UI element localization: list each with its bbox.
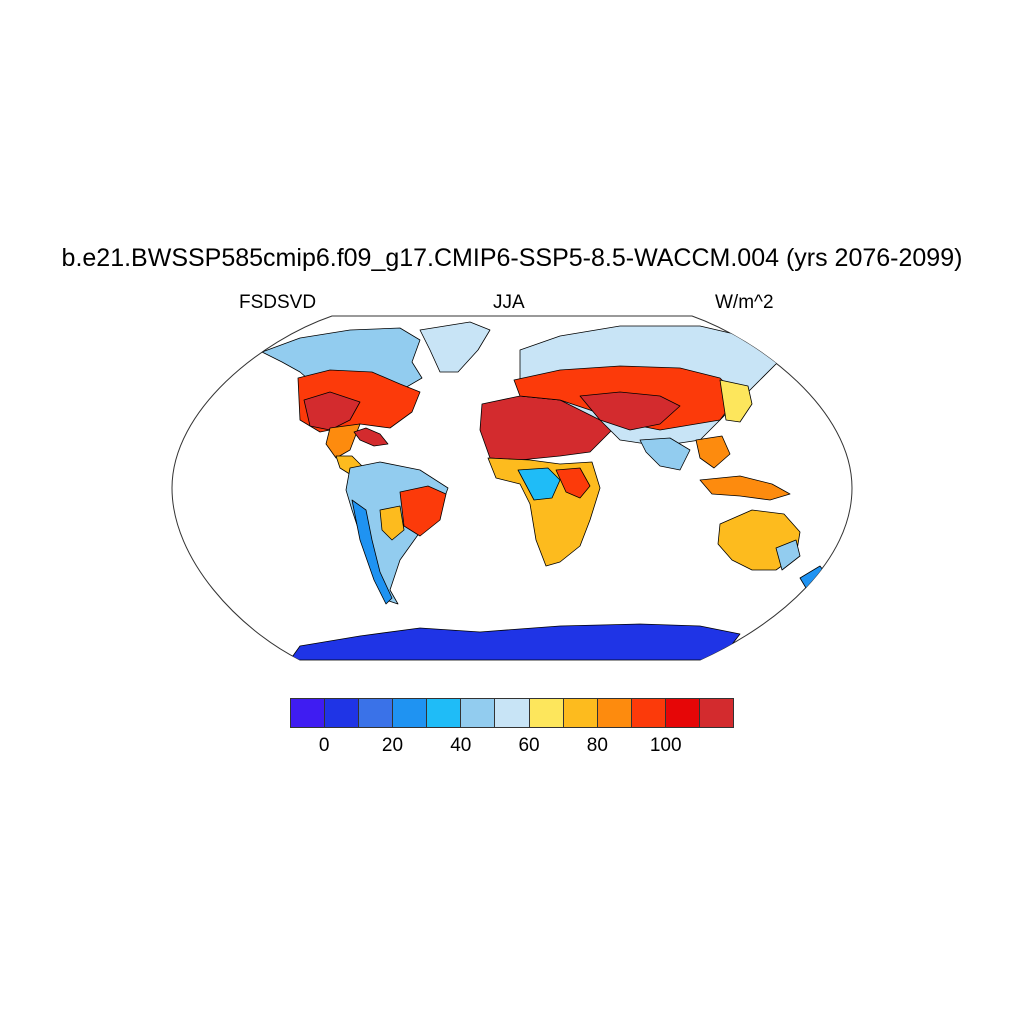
variable-label: FSDSVD [239, 292, 317, 313]
colorbar-swatch [325, 699, 360, 727]
colorbar-swatch [495, 699, 530, 727]
colorbar-tick-label: 20 [381, 735, 404, 756]
colorbar-swatch [631, 699, 666, 727]
greenland [419, 321, 491, 373]
colorbar-swatch [291, 699, 326, 727]
eurasia [513, 325, 781, 471]
colorbar-swatch [393, 699, 428, 727]
colorbar [290, 698, 734, 728]
colorbar-tick-label: 80 [586, 735, 608, 756]
colorbar-tick-label: 100 [649, 735, 682, 756]
north-america [261, 327, 423, 479]
colorbar-swatch [597, 699, 632, 727]
colorbar-swatch [529, 699, 564, 727]
colorbar-swatch [699, 699, 734, 727]
colorbar-tick-label: 60 [518, 735, 540, 756]
antarctica [289, 623, 741, 660]
colorbar-swatch [563, 699, 598, 727]
colorbar-tick-label: 0 [318, 735, 330, 756]
colorbar-swatch [461, 699, 496, 727]
plot-title: b.e21.BWSSP585cmip6.f09_g17.CMIP6-SSP5-8… [61, 244, 963, 272]
units-label: W/m^2 [715, 292, 774, 313]
south-america [345, 461, 449, 605]
season-label: JJA [493, 292, 525, 313]
colorbar-swatch [359, 699, 394, 727]
australia [717, 509, 801, 571]
colorbar-swatch [427, 699, 462, 727]
colorbar-tick-label: 40 [450, 735, 472, 756]
colorbar-swatch [665, 699, 700, 727]
africa [479, 395, 613, 567]
maritime-continent [699, 475, 791, 501]
